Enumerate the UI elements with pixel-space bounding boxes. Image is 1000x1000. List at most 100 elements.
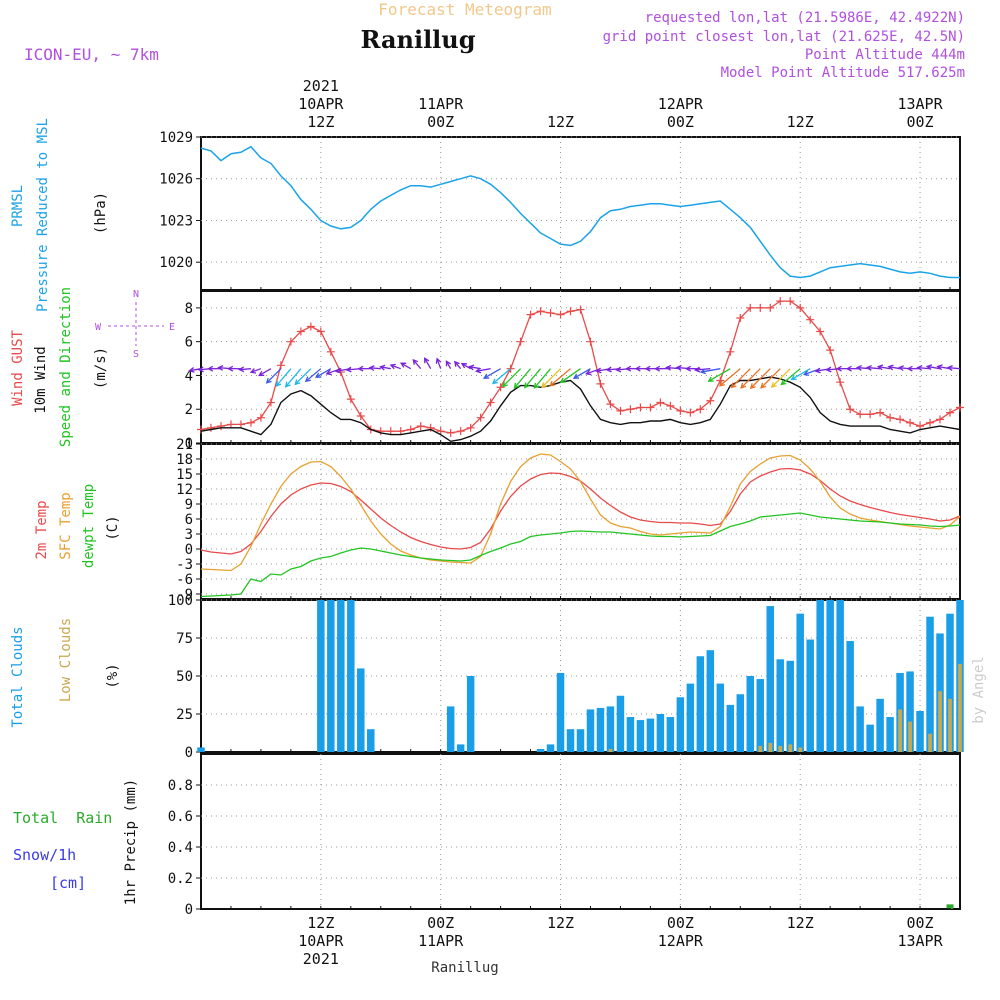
gust-point bbox=[856, 410, 865, 419]
clouds-ytick-label: 75 bbox=[176, 631, 193, 647]
wind-dir-arrowhead bbox=[595, 367, 602, 374]
gust-point bbox=[676, 406, 685, 415]
wind-dir-arrow bbox=[524, 368, 542, 388]
wind-dir-arrowhead bbox=[615, 366, 622, 373]
temperature-ytick-label: -9 bbox=[176, 587, 193, 603]
wind-dir-arrowhead bbox=[585, 369, 592, 376]
total-cloud-bar bbox=[786, 660, 794, 752]
pressure-labels: PRMSL Pressure Reduced to MSL (hPa) bbox=[10, 118, 109, 312]
gust-point bbox=[516, 337, 525, 346]
temperature-ytick-label: -6 bbox=[176, 572, 193, 588]
wind-dir-arrowhead bbox=[227, 365, 234, 372]
wind-dir-arrow bbox=[285, 368, 302, 388]
low-cloud-bar bbox=[948, 698, 952, 752]
bottom-time-label: 12APR bbox=[658, 932, 704, 950]
wind-ytick-label: 0 bbox=[185, 436, 193, 452]
gust-point bbox=[846, 405, 855, 414]
wind-dir-arrowhead bbox=[284, 381, 291, 388]
gust-point bbox=[246, 418, 255, 427]
bottom-time-label: 00Z bbox=[667, 914, 694, 932]
wind-dir-arrowhead bbox=[675, 364, 682, 371]
total-cloud-bar bbox=[317, 600, 325, 752]
gust-point bbox=[866, 410, 875, 419]
gust-point bbox=[197, 425, 205, 434]
total-cloud-bar bbox=[566, 729, 575, 752]
wind-dir-arrowhead bbox=[845, 365, 852, 372]
gust-point bbox=[826, 346, 835, 355]
wind-dir-arrowhead bbox=[790, 374, 797, 381]
wind-dir-arrowhead bbox=[936, 364, 943, 371]
wind-ytick-label: 8 bbox=[185, 301, 193, 317]
wind-dir-arrowhead bbox=[207, 365, 214, 372]
wind-dir-arrowhead bbox=[533, 382, 540, 389]
total-cloud-bar bbox=[327, 600, 335, 752]
low-cloud-bar bbox=[938, 691, 942, 752]
wind-dir-arrowhead bbox=[188, 367, 195, 373]
temperature-ytick-label: 12 bbox=[176, 482, 193, 498]
total-cloud-bar bbox=[656, 714, 665, 752]
wind-dir-arrowhead bbox=[707, 376, 714, 382]
pressure-label-1: PRMSL bbox=[10, 185, 26, 227]
wind-dir-arrowhead bbox=[916, 364, 923, 371]
footer-location: Ranillug bbox=[431, 960, 498, 976]
gust-point bbox=[696, 405, 705, 414]
top-time-label: 13APR bbox=[897, 95, 943, 113]
wind-dir-arrow bbox=[917, 366, 931, 370]
total-cloud-bar bbox=[946, 613, 954, 752]
precip-frame bbox=[200, 753, 961, 910]
pressure-ytick-label: 1029 bbox=[159, 130, 193, 146]
gust-point bbox=[346, 395, 355, 404]
wind-dir-arrowhead bbox=[238, 366, 245, 373]
pressure-frame bbox=[200, 136, 961, 291]
gust-point bbox=[786, 297, 795, 306]
wind-dir-arrowhead bbox=[865, 364, 872, 371]
model-label: ICON-EU, ~ 7km bbox=[24, 45, 159, 64]
wind-dir-arrow bbox=[258, 368, 272, 377]
product-title: Forecast Meteogram bbox=[378, 0, 551, 19]
gust-point bbox=[446, 428, 455, 437]
total-cloud-bar bbox=[716, 683, 725, 752]
bottom-time-label: 11APR bbox=[418, 932, 464, 950]
total-cloud-bar bbox=[826, 600, 834, 752]
model-altitude: Model Point Altitude 517.625m bbox=[721, 65, 965, 81]
precip-ytick-label: 0.2 bbox=[168, 871, 193, 887]
gust-point bbox=[546, 308, 555, 317]
wind-dir-arrow bbox=[412, 359, 422, 370]
bottom-time-label: 00Z bbox=[907, 914, 934, 932]
wind-dir-arrowhead bbox=[460, 363, 467, 369]
gust-point bbox=[456, 427, 465, 436]
gust-point bbox=[836, 378, 845, 387]
dewpoint-line bbox=[200, 512, 961, 598]
total-cloud-bar bbox=[197, 747, 205, 752]
total-cloud-bar bbox=[886, 717, 894, 752]
temp-unit: (C) bbox=[105, 515, 121, 540]
cloud-total-label: Total Clouds bbox=[10, 626, 26, 727]
cloud-labels: Total Clouds Low Clouds (%) bbox=[10, 618, 121, 728]
pressure-unit: (hPa) bbox=[93, 192, 109, 234]
low-cloud-bar bbox=[908, 721, 912, 752]
wind-dir-arrowhead bbox=[258, 370, 265, 377]
wind-dir-arrowhead bbox=[491, 378, 499, 385]
precip-ytick-label: 0.6 bbox=[168, 809, 193, 825]
gust-point bbox=[886, 413, 895, 422]
wind-dir-arrow bbox=[888, 366, 901, 370]
pressure-ytick-label: 1023 bbox=[159, 213, 193, 229]
gust-point bbox=[586, 337, 595, 346]
rain-label: Total Rain bbox=[13, 809, 112, 827]
wind-dir-arrow bbox=[461, 363, 471, 370]
gust-point bbox=[946, 408, 955, 417]
gust-point bbox=[796, 303, 805, 312]
temperature-ytick-label: 6 bbox=[185, 512, 193, 528]
wind-dir-arrowhead bbox=[730, 382, 737, 389]
gust-point bbox=[666, 401, 675, 410]
wind-dir-arrowhead bbox=[887, 364, 894, 371]
total-cloud-bar bbox=[926, 616, 934, 752]
gust-point bbox=[906, 418, 915, 427]
gust-point bbox=[296, 327, 305, 336]
top-time-label: 12APR bbox=[658, 95, 704, 113]
wind-dir-arrowhead bbox=[634, 365, 641, 372]
total-cloud-bar bbox=[556, 672, 565, 752]
total-cloud-bar bbox=[776, 659, 784, 752]
gust-point bbox=[686, 408, 695, 417]
